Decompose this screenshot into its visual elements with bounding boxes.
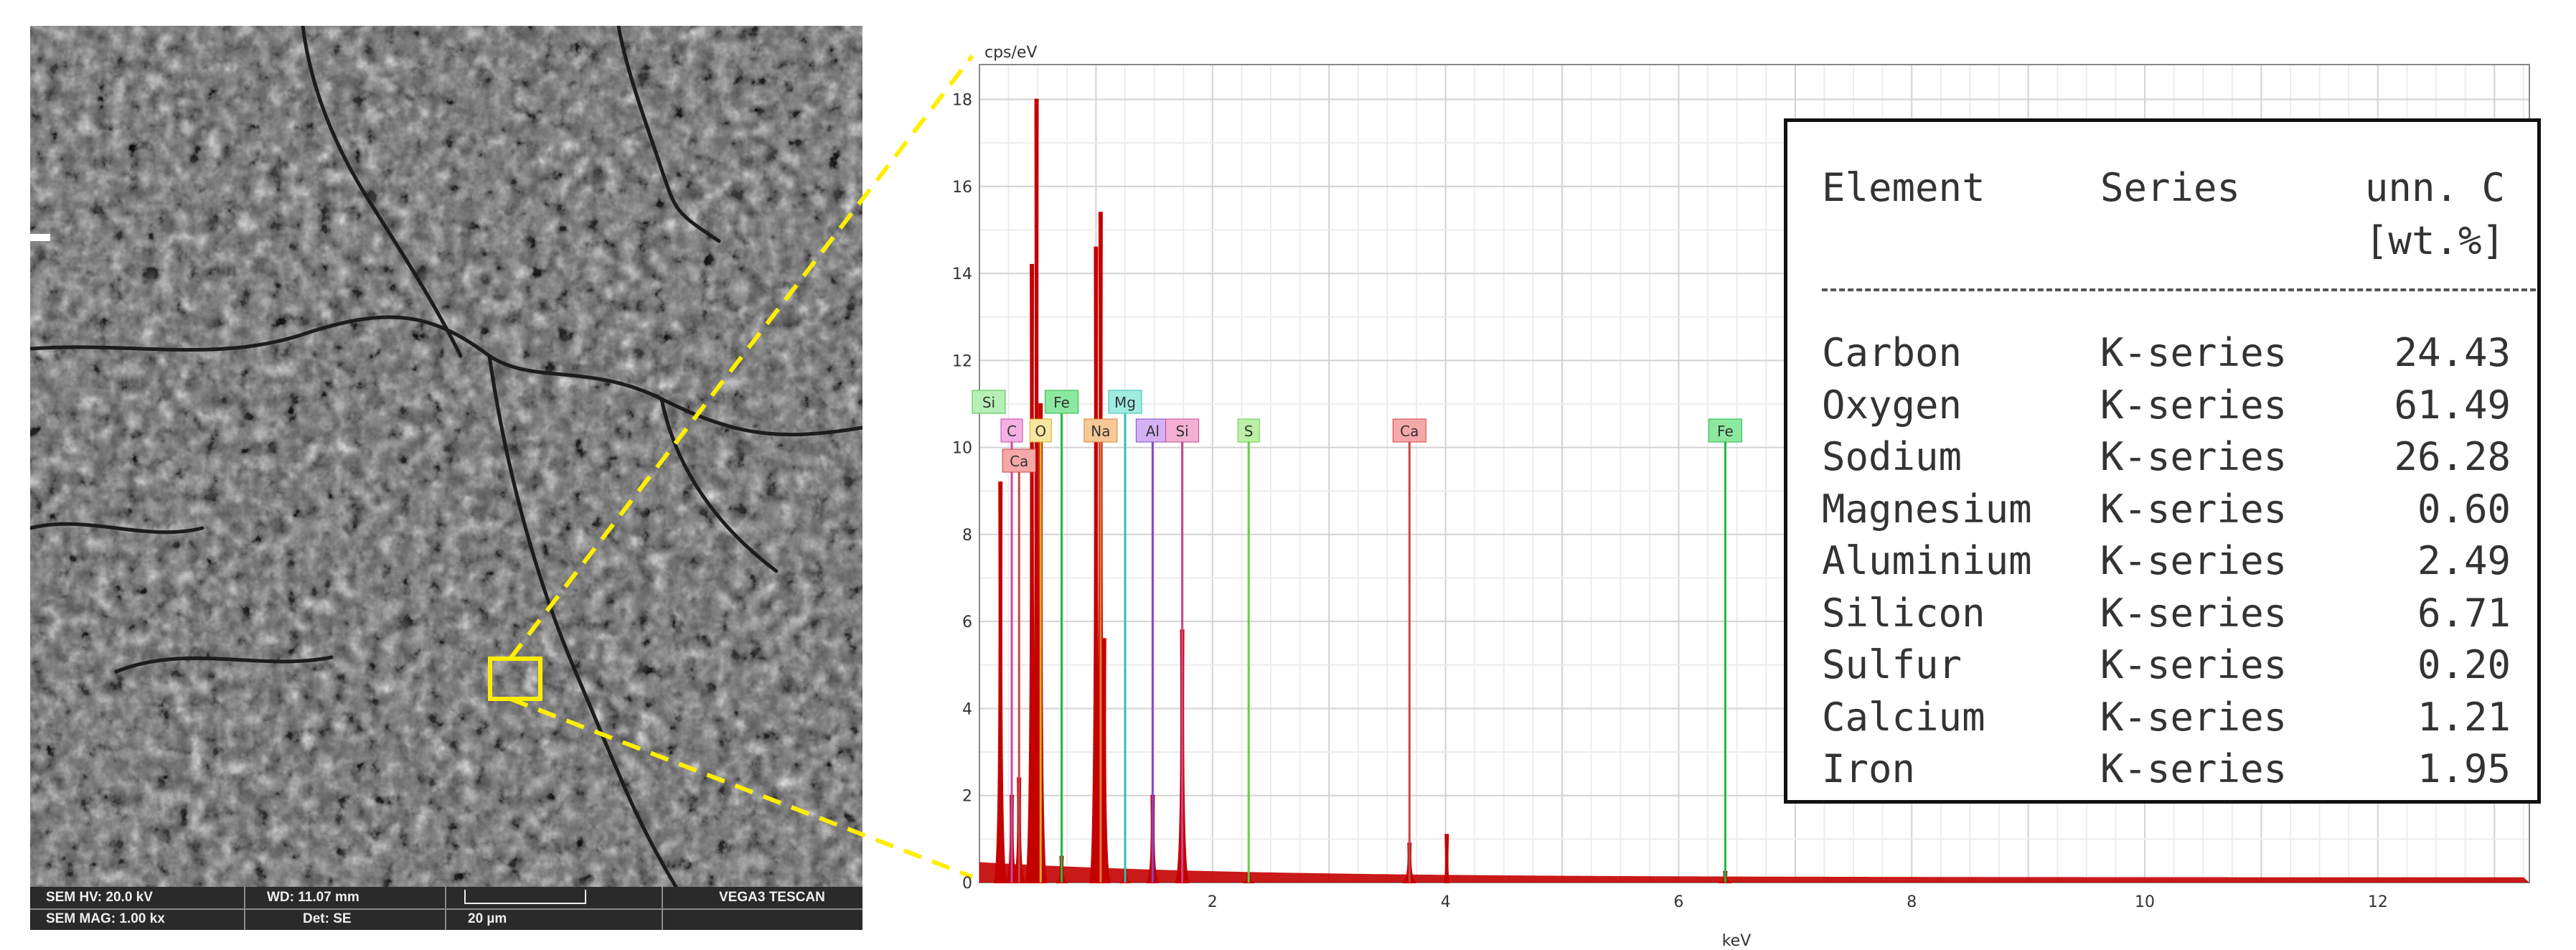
- marker-label: S: [1244, 423, 1254, 440]
- value-cell: 26.28: [2394, 434, 2511, 479]
- series-cell: K-series: [2100, 486, 2288, 532]
- y-tick-label: 2: [962, 788, 972, 806]
- y-tick-label: 18: [952, 92, 972, 110]
- table-row: Magnesium K-series 0.60: [1822, 486, 2511, 538]
- composition-table: Element Series unn. C [wt.%] Carbon K-ser…: [1784, 118, 2541, 804]
- y-tick-label: 6: [962, 613, 972, 631]
- marker-badge: [1165, 418, 1200, 443]
- series-cell: K-series: [2100, 538, 2288, 583]
- element-cell: Calcium: [1822, 694, 1985, 740]
- x-tick-label: 6: [1673, 893, 1683, 911]
- value-cell: 1.95: [2417, 746, 2511, 791]
- series-cell: K-series: [2100, 590, 2288, 636]
- value-cell: 0.20: [2417, 642, 2511, 687]
- series-cell: K-series: [2100, 330, 2288, 375]
- value-cell: 2.49: [2417, 538, 2511, 583]
- marker-badge: [1135, 418, 1170, 443]
- marker-label: Fe: [1053, 394, 1070, 411]
- y-tick-label: 16: [952, 179, 972, 197]
- table-row: Aluminium K-series 2.49: [1822, 538, 2511, 590]
- marker-badge: [1108, 390, 1142, 414]
- series-cell: K-series: [2100, 434, 2288, 479]
- table-row: Carbon K-series 24.43: [1822, 330, 2511, 382]
- axes: 0 2 4 6 8 10 12 14 16 18 2 4 6 8 10 12: [952, 92, 2388, 911]
- value-cell: 24.43: [2394, 330, 2511, 375]
- element-cell: Sulfur: [1822, 642, 1962, 687]
- marker-badge: [1029, 418, 1052, 443]
- marker-badge: [972, 390, 1006, 414]
- marker-badge: [1708, 418, 1742, 443]
- table-row: Silicon K-series 6.71: [1822, 591, 2511, 642]
- x-tick-label: 2: [1208, 893, 1218, 911]
- series-cell: K-series: [2100, 746, 2288, 791]
- marker-badge: [1002, 448, 1036, 473]
- y-tick-label: 8: [962, 527, 972, 545]
- y-tick-label: 14: [952, 265, 972, 283]
- series-cell: K-series: [2100, 642, 2288, 687]
- element-cell: Carbon: [1822, 330, 1962, 375]
- x-tick-label: 10: [2135, 893, 2155, 911]
- marker-label: Al: [1146, 423, 1160, 440]
- element-cell: Silicon: [1822, 590, 1985, 636]
- table-row: Iron K-series 1.95: [1822, 746, 2511, 798]
- x-tick-label: 4: [1441, 893, 1451, 911]
- sem-brand: VEGA3 TESCAN: [719, 890, 825, 905]
- marker-label: Na: [1091, 423, 1110, 440]
- x-tick-label: 12: [2368, 893, 2388, 911]
- sem-scale-label: 20 µm: [468, 911, 507, 926]
- spectrum-peak: [993, 481, 1008, 883]
- x-axis-label: keV: [1722, 932, 1752, 947]
- x-tick-label: 8: [1907, 893, 1917, 911]
- series-cell: K-series: [2100, 694, 2288, 740]
- header-series: Series: [2100, 165, 2241, 210]
- marker-label: C: [1007, 423, 1017, 440]
- table-row: Oxygen K-series 61.49: [1822, 382, 2511, 434]
- y-axis-label: cps/eV: [984, 44, 1038, 62]
- marker-badge: [1392, 418, 1426, 443]
- y-tick-label: 0: [962, 875, 972, 893]
- y-tick-label: 10: [952, 440, 972, 458]
- sem-mag: SEM MAG: 1.00 kx: [46, 911, 165, 926]
- sem-info-bar: SEM HV: 20.0 kV WD: 11.07 mm VEGA3 TESCA…: [30, 887, 862, 930]
- y-tick-label: 4: [962, 700, 972, 718]
- value-cell: 0.60: [2417, 486, 2511, 532]
- marker-label: Fe: [1717, 423, 1734, 440]
- element-cell: Magnesium: [1822, 486, 2032, 532]
- element-cell: Sodium: [1822, 434, 1962, 479]
- sem-micrograph: SEM HV: 20.0 kV WD: 11.07 mm VEGA3 TESCA…: [30, 26, 862, 930]
- marker-badge: [1237, 418, 1260, 443]
- sem-det: Det: SE: [303, 911, 352, 926]
- marker-label: Mg: [1114, 394, 1136, 411]
- value-cell: 6.71: [2417, 590, 2511, 636]
- value-cell: 61.49: [2394, 382, 2511, 428]
- series-cell: K-series: [2100, 382, 2288, 428]
- y-tick-label: 12: [952, 352, 972, 370]
- header-wt: [wt.%]: [2364, 218, 2505, 263]
- element-cell: Iron: [1822, 746, 1916, 791]
- marker-label: O: [1035, 423, 1046, 440]
- marker-label: Ca: [1010, 453, 1028, 470]
- marker-label: Ca: [1400, 423, 1419, 440]
- header-unn: unn. C: [2364, 165, 2505, 210]
- spectrum-background: [979, 862, 2529, 883]
- header-divider: [1822, 288, 2536, 291]
- sem-texture: [30, 26, 862, 887]
- sem-hv: SEM HV: 20.0 kV: [46, 890, 153, 905]
- value-cell: 1.21: [2417, 694, 2511, 740]
- table-row: Calcium K-series 1.21: [1822, 695, 2511, 746]
- sem-scale-bar: [464, 890, 586, 904]
- marker-badge: [1000, 418, 1023, 443]
- table-row: Sulfur K-series 0.20: [1822, 642, 2511, 694]
- element-cell: Oxygen: [1822, 382, 1962, 428]
- element-cell: Aluminium: [1822, 538, 2032, 583]
- table-row: Sodium K-series 26.28: [1822, 434, 2511, 486]
- sem-wd: WD: 11.07 mm: [267, 890, 359, 905]
- marker-label: Si: [982, 394, 995, 411]
- marker-badge: [1044, 390, 1078, 414]
- header-element: Element: [1822, 165, 1985, 210]
- marker-label: Si: [1175, 423, 1188, 440]
- marker-badge: [1083, 418, 1118, 443]
